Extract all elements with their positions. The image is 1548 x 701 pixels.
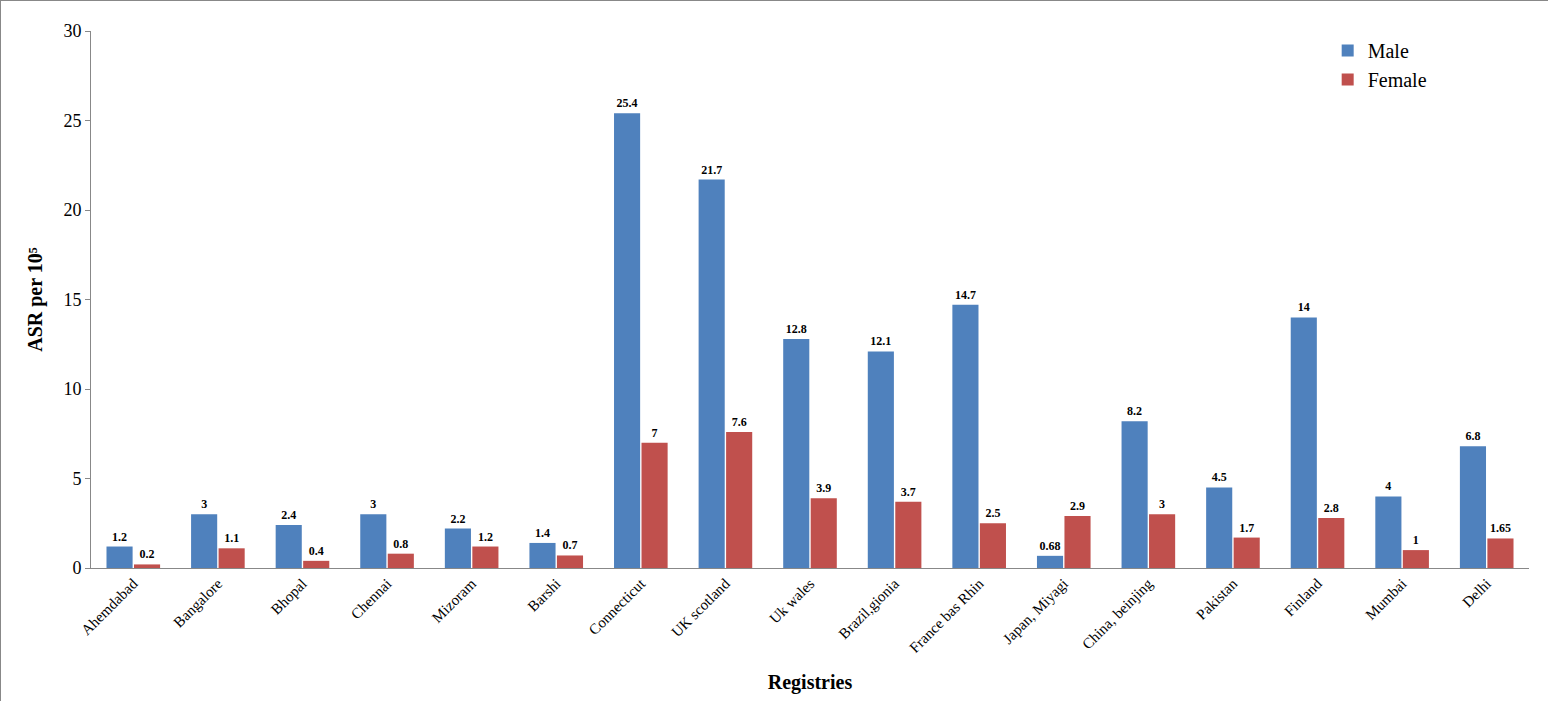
svg-text:4.5: 4.5 — [1212, 470, 1227, 484]
svg-text:25.4: 25.4 — [617, 96, 638, 110]
svg-text:1.65: 1.65 — [1490, 521, 1511, 535]
svg-text:Japan, Miyagi: Japan, Miyagi — [1000, 576, 1071, 647]
svg-text:2.2: 2.2 — [450, 512, 465, 526]
svg-text:8.2: 8.2 — [1127, 404, 1142, 418]
svg-text:UK scotland: UK scotland — [668, 575, 733, 640]
svg-text:2.8: 2.8 — [1324, 501, 1339, 515]
svg-text:Female: Female — [1368, 69, 1427, 91]
svg-text:20: 20 — [63, 200, 81, 220]
svg-text:15: 15 — [63, 290, 81, 310]
svg-text:3: 3 — [201, 497, 207, 511]
svg-text:6.8: 6.8 — [1465, 429, 1480, 443]
svg-text:Bangalore: Bangalore — [170, 575, 225, 630]
svg-text:Barshi: Barshi — [525, 576, 564, 615]
svg-text:1.1: 1.1 — [224, 531, 239, 545]
svg-text:0.7: 0.7 — [562, 538, 577, 552]
svg-text:2.4: 2.4 — [281, 508, 296, 522]
svg-text:3: 3 — [1159, 497, 1165, 511]
svg-text:1.7: 1.7 — [1239, 521, 1254, 535]
svg-text:0.4: 0.4 — [309, 544, 324, 558]
svg-text:Pakistan: Pakistan — [1193, 575, 1241, 623]
svg-text:2.5: 2.5 — [985, 506, 1000, 520]
svg-text:Connecticut: Connecticut — [586, 575, 649, 638]
svg-text:Finland: Finland — [1281, 575, 1325, 619]
svg-text:14.7: 14.7 — [955, 288, 976, 302]
svg-text:3.9: 3.9 — [816, 481, 831, 495]
svg-text:Registries: Registries — [768, 671, 853, 694]
svg-text:Ahemdabad: Ahemdabad — [78, 575, 141, 638]
svg-text:0.68: 0.68 — [1040, 539, 1061, 553]
svg-text:Uk wales: Uk wales — [766, 576, 817, 627]
svg-text:2.9: 2.9 — [1070, 499, 1085, 513]
svg-text:France bas Rhin: France bas Rhin — [906, 575, 987, 656]
svg-text:Delhi: Delhi — [1459, 576, 1494, 611]
svg-text:10: 10 — [63, 379, 81, 399]
svg-text:14: 14 — [1298, 300, 1310, 314]
svg-text:ASR per 10⁵: ASR per 10⁵ — [24, 247, 47, 352]
svg-text:Mizoram: Mizoram — [429, 575, 479, 625]
svg-text:25: 25 — [63, 111, 81, 131]
svg-text:3.7: 3.7 — [901, 485, 916, 499]
svg-text:Bhopal: Bhopal — [268, 576, 310, 618]
svg-text:30: 30 — [63, 21, 81, 41]
svg-text:21.7: 21.7 — [701, 163, 722, 177]
svg-text:1.2: 1.2 — [478, 530, 493, 544]
svg-text:0: 0 — [72, 558, 81, 578]
svg-text:7: 7 — [652, 426, 658, 440]
svg-text:Chennai: Chennai — [348, 576, 395, 623]
svg-text:3: 3 — [370, 497, 376, 511]
svg-text:12.8: 12.8 — [786, 322, 807, 336]
svg-text:4: 4 — [1385, 479, 1391, 493]
svg-text:China, beinjing: China, beinjing — [1079, 575, 1156, 652]
svg-text:5: 5 — [72, 469, 81, 489]
svg-text:1.4: 1.4 — [535, 526, 550, 540]
svg-text:Mumbai: Mumbai — [1362, 576, 1409, 623]
svg-text:1.2: 1.2 — [112, 530, 127, 544]
svg-text:7.6: 7.6 — [732, 415, 747, 429]
svg-text:0.2: 0.2 — [140, 547, 155, 561]
svg-text:12.1: 12.1 — [870, 334, 891, 348]
svg-text:Male: Male — [1368, 40, 1409, 62]
svg-text:Brazil,gionia: Brazil,gionia — [836, 575, 903, 642]
svg-text:1: 1 — [1413, 533, 1419, 547]
svg-text:0.8: 0.8 — [393, 537, 408, 551]
